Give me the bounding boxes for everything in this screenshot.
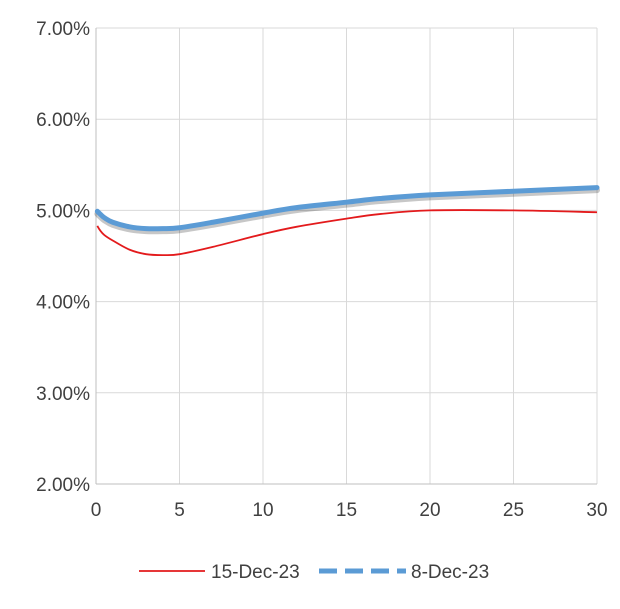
x-tick-label: 5 <box>174 500 185 521</box>
y-tick-label: 6.00% <box>36 110 90 131</box>
series-lines <box>94 185 600 257</box>
y-tick-label: 3.00% <box>36 384 90 405</box>
series-line-8-dec-23 <box>94 185 600 232</box>
x-tick-label: 0 <box>91 500 102 521</box>
legend-label-15-dec-23: 15-Dec-23 <box>211 562 300 583</box>
x-tick-label: 15 <box>336 500 357 521</box>
x-tick-label: 10 <box>252 500 273 521</box>
gridlines <box>96 27 598 484</box>
series-line-15-dec-23 <box>96 209 598 257</box>
axes: 2.00% 3.00% 4.00% 5.00% 6.00% 7.00% 0 5 10 15 20 25… <box>36 19 607 521</box>
y-tick-label: 5.00% <box>36 201 90 222</box>
legend-label-8-dec-23: 8-Dec-23 <box>411 562 489 583</box>
x-tick-label: 20 <box>419 500 440 521</box>
y-tick-label: 2.00% <box>36 475 90 496</box>
y-tick-label: 4.00% <box>36 293 90 314</box>
y-tick-label: 7.00% <box>36 19 90 40</box>
x-tick-label: 30 <box>586 500 607 521</box>
x-tick-label: 25 <box>503 500 524 521</box>
legend: 15-Dec-23 8-Dec-23 <box>139 562 489 583</box>
